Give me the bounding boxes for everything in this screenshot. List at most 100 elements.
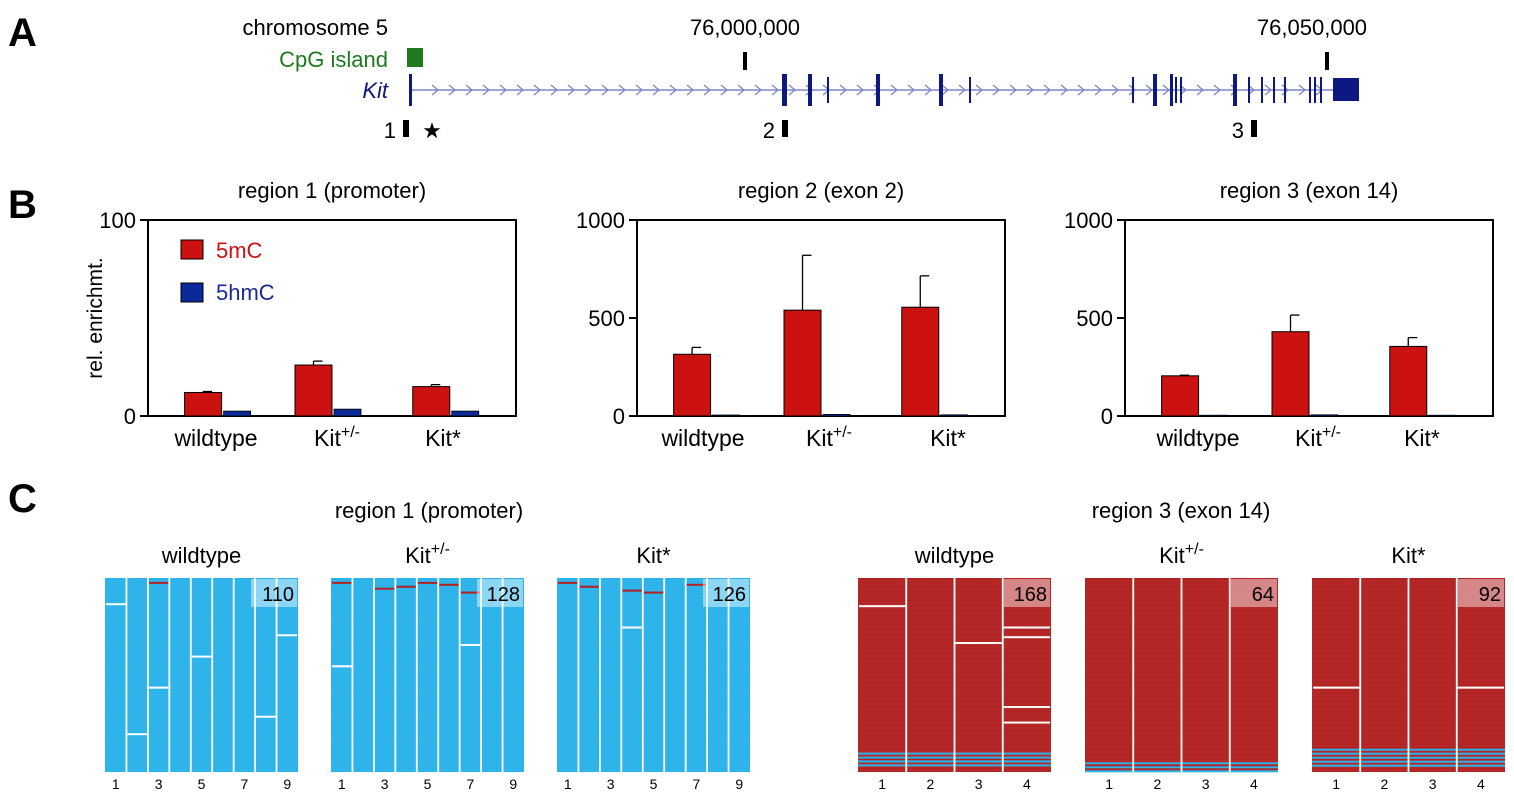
intron-chevron: [1094, 84, 1103, 96]
column-label: 2: [1153, 776, 1161, 792]
intron-chevron: [618, 84, 627, 96]
category-label: Kit+/-: [806, 424, 852, 451]
exon-block: [1261, 77, 1263, 103]
region-marker-1-label: 1: [384, 118, 396, 143]
heatmap-body: [105, 578, 298, 772]
column-label: 7: [240, 776, 248, 792]
region-marker-3-label: 3: [1232, 118, 1244, 143]
region-marker-3: [1251, 120, 1257, 137]
column-label: 7: [692, 776, 700, 792]
column-label: 9: [735, 776, 743, 792]
category-label: Kit+/-: [1295, 424, 1341, 451]
intron-chevron: [1009, 84, 1018, 96]
legend-swatch-5mC: [180, 239, 204, 260]
intron-chevron: [737, 84, 746, 96]
column-label: 5: [198, 776, 206, 792]
intron-chevron: [788, 84, 797, 96]
column-label: 3: [1429, 776, 1437, 792]
intron-chevron: [567, 84, 576, 96]
bar-chart-2: region 2 (exon 2) 0 500 1000 wildtype Kit+/- K…: [576, 178, 1006, 451]
intron-chevron: [482, 84, 491, 96]
methylation-map-2: Kit+/- 128 1 3 5 7 9: [331, 541, 524, 792]
bar-5mC: [1389, 345, 1428, 417]
methylation-map-3: Kit* 126 1 3 5 7 9: [557, 543, 750, 792]
heatmap-body: [557, 578, 750, 772]
exon-blocks: [409, 74, 1322, 106]
panel-label-b: B: [8, 183, 37, 227]
coordinate-tick-1: [743, 52, 747, 70]
intron-chevron: [1264, 84, 1273, 96]
methylation-map-4: wildtype 168 1 2 3 4: [858, 543, 1051, 792]
bar-5hmC: [712, 414, 740, 417]
intron-chevron: [1162, 84, 1171, 96]
intron-chevron: [431, 84, 440, 96]
star-symbol: ★: [422, 118, 442, 143]
methylation-maps: region 1 (promoter) region 3 (exon 14) w…: [105, 498, 1505, 792]
column-label: 1: [564, 776, 572, 792]
bar-5mC: [783, 309, 822, 417]
heatmap-genotype-title: wildtype: [161, 543, 241, 568]
methylated-mark: [439, 583, 459, 586]
exon-block: [969, 77, 971, 103]
exon-block: [808, 74, 812, 106]
exon-block: [1284, 77, 1286, 103]
intron-chevron: [686, 84, 695, 96]
bar-chart-1: region 1 (promoter) 0 100 wildtype Kit+/- Kit…: [99, 178, 517, 451]
column-label: 2: [926, 776, 934, 792]
column-label: 3: [607, 776, 615, 792]
bar-5hmC: [1310, 414, 1339, 417]
bar-5mC: [901, 306, 940, 417]
region-marker-2: [782, 120, 788, 137]
chart-title: region 1 (promoter): [238, 178, 426, 203]
category-label: Kit*: [930, 425, 966, 451]
read-count: 126: [713, 584, 746, 606]
y-tick-label: 0: [613, 404, 625, 429]
intron-chevron: [1145, 84, 1154, 96]
bar-5mC: [1161, 375, 1200, 417]
intron-chevron: [533, 84, 542, 96]
category-label: Kit*: [425, 425, 461, 451]
intron-chevron: [1111, 84, 1120, 96]
intron-chevron: [1128, 84, 1137, 96]
coordinate-76000000: 76,000,000: [690, 15, 800, 40]
bar-5hmC: [451, 410, 480, 417]
exon-block: [409, 74, 412, 106]
gap-mark: [1003, 636, 1050, 639]
read-count: 128: [487, 584, 520, 606]
chart-title: region 3 (exon 14): [1220, 178, 1399, 203]
exon-block: [1314, 77, 1316, 103]
intron-chevron: [465, 84, 474, 96]
bar-5hmC: [333, 408, 362, 417]
bar-5hmC: [223, 410, 252, 417]
column-label: 7: [466, 776, 474, 792]
column-label: 4: [1250, 776, 1258, 792]
bar-5hmC: [1200, 414, 1228, 417]
methylated-mark: [396, 585, 416, 588]
column-label: 3: [381, 776, 389, 792]
heatmap-body: [331, 578, 524, 772]
column-label: 5: [650, 776, 658, 792]
column-label: 5: [424, 776, 432, 792]
y-tick-label: 500: [588, 306, 625, 331]
intron-chevron: [890, 84, 899, 96]
gap-mark: [460, 643, 481, 646]
bar-5mC: [412, 386, 451, 417]
exon-block: [1248, 77, 1250, 103]
exon-block: [876, 74, 880, 106]
intron-chevron: [448, 84, 457, 96]
column-label: 4: [1477, 776, 1485, 792]
bar-5mC: [1271, 331, 1310, 417]
y-tick-label: 0: [124, 404, 136, 429]
coordinate-tick-2: [1325, 52, 1329, 70]
intron-chevron: [941, 84, 950, 96]
y-tick-label: 500: [1076, 306, 1113, 331]
gap-mark: [277, 634, 297, 637]
intron-chevron: [550, 84, 559, 96]
exon-block: [1320, 77, 1322, 103]
gap-mark: [1003, 706, 1050, 709]
intron-chevron: [516, 84, 525, 96]
bar-chart-3: region 3 (exon 14) 0 500 1000 wildtype Kit+/-…: [1064, 178, 1494, 451]
methylation-map-1: wildtype 110 1 3 5 7 9: [105, 543, 298, 792]
intron-chevron: [1026, 84, 1035, 96]
read-count-box: [1231, 579, 1277, 607]
